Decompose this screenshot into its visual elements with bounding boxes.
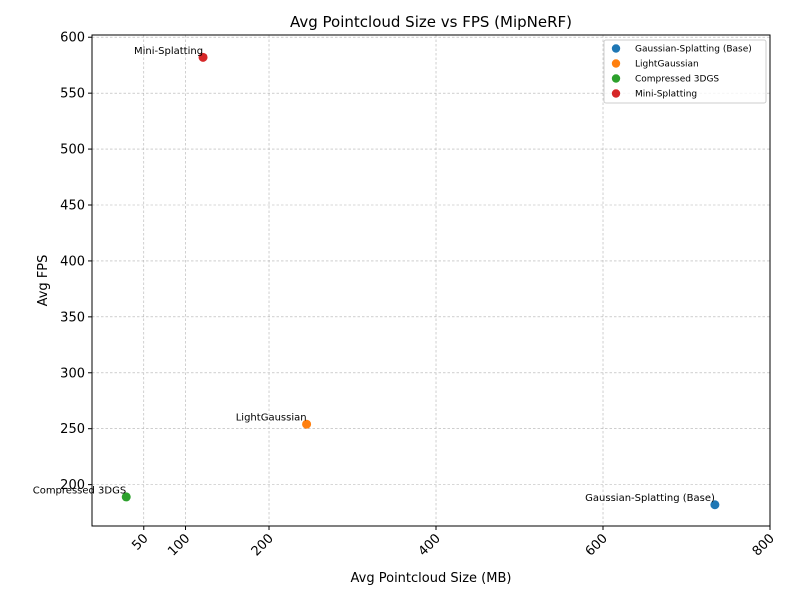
point-label: LightGaussian (236, 413, 307, 424)
data-point (121, 492, 131, 502)
legend-marker (611, 59, 621, 68)
axis-ticks: 50 100 200 400 600 800 200 250 300 350 400 450 500 55… (60, 31, 778, 560)
y-axis-label: Avg FPS (36, 255, 51, 307)
y-tick-label: 350 (60, 310, 85, 325)
x-tick-label: 600 (583, 531, 611, 559)
point-label: Mini-Splatting (134, 46, 203, 57)
x-tick-label: 50 (129, 531, 151, 553)
y-tick-label: 200 (60, 478, 85, 493)
legend-marker (611, 44, 621, 53)
data-points (121, 52, 720, 510)
y-tick-label: 300 (60, 366, 85, 381)
x-axis-label: Avg Pointcloud Size (MB) (351, 571, 512, 586)
y-tick-label: 550 (60, 87, 85, 102)
legend-entry: LightGaussian (635, 60, 699, 70)
point-annotations: Gaussian-Splatting (Base) LightGaussian Co… (33, 46, 715, 504)
legend-marker (611, 74, 621, 83)
plot-frame (91, 34, 771, 527)
legend-entry: Gaussian-Splatting (Base) (635, 45, 752, 55)
data-point (710, 500, 720, 510)
legend-entry: Mini-Splatting (635, 90, 697, 100)
x-tick-label: 400 (416, 531, 444, 559)
data-point (198, 52, 208, 62)
x-tick-label: 100 (165, 531, 193, 559)
y-tick-label: 500 (60, 143, 85, 158)
legend-entry: Compressed 3DGS (635, 75, 719, 85)
chart-title: Avg Pointcloud Size vs FPS (MipNeRF) (290, 13, 572, 31)
point-label: Compressed 3DGS (33, 485, 127, 496)
y-tick-label: 600 (60, 31, 85, 46)
data-point (302, 419, 312, 429)
legend-box (603, 39, 767, 104)
y-tick-label: 450 (60, 199, 85, 214)
x-tick-label: 200 (249, 531, 277, 559)
grid-lines (92, 35, 771, 526)
legend-marker (611, 89, 621, 98)
x-tick-label: 800 (750, 531, 778, 559)
point-label: Gaussian-Splatting (Base) (585, 493, 715, 504)
y-tick-label: 250 (60, 422, 85, 437)
y-tick-label: 400 (60, 254, 85, 269)
legend: Gaussian-Splatting (Base) LightGaussian Co… (603, 39, 767, 104)
